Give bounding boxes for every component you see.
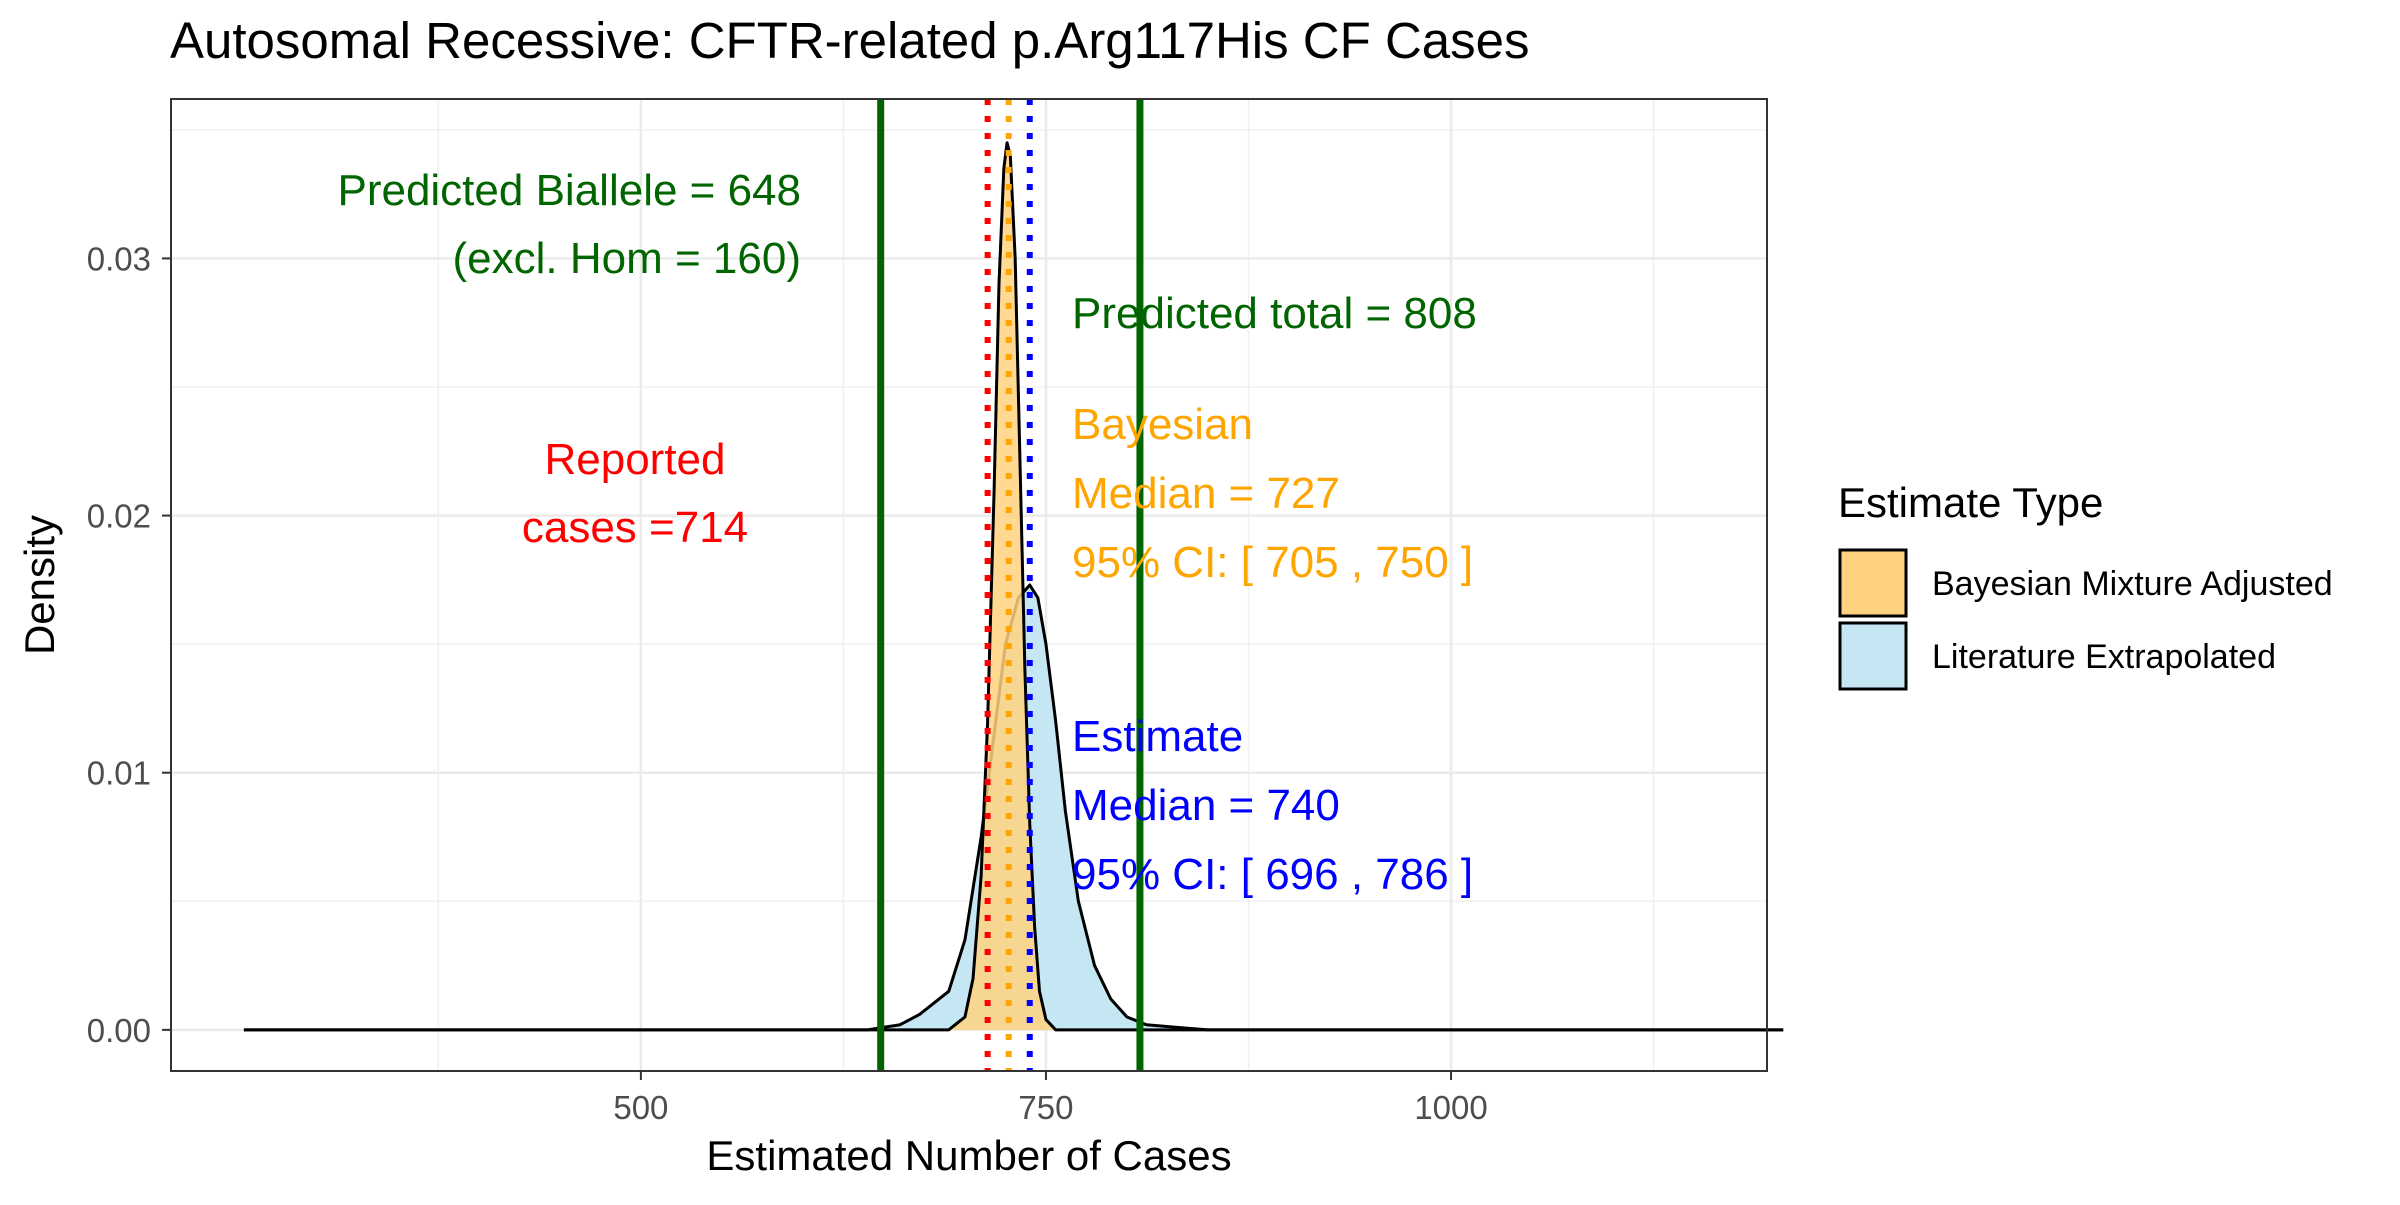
legend: Estimate Type Bayesian Mixture Adjusted L… [1838, 479, 2333, 691]
x-tick-label-0: 500 [613, 1089, 668, 1126]
annotation-4-line-1: Median = 740 [1072, 781, 1340, 830]
axis-layer: 500 750 1000 0.00 0.01 0.02 0.03 [87, 240, 1488, 1126]
annotation-3-line-2: 95% CI: [ 705 , 750 ] [1072, 538, 1473, 587]
annotation-3-line-0: Bayesian [1072, 400, 1253, 449]
x-tick-label-2: 1000 [1414, 1089, 1487, 1126]
y-tick-label-0: 0.00 [87, 1012, 151, 1049]
legend-key-1 [1838, 621, 1908, 691]
annotation-0-line-0: Predicted Biallele = 648 [337, 166, 801, 215]
annotation-2-line-1: cases =714 [522, 503, 748, 552]
annotation-2-line-0: Reported [544, 435, 725, 484]
density-outline-0 [243, 583, 1784, 1032]
y-tick-label-3: 0.03 [87, 240, 151, 277]
legend-key-0 [1838, 548, 1908, 618]
legend-title: Estimate Type [1838, 479, 2103, 526]
annotation-1-line-0: Predicted total = 808 [1072, 289, 1477, 338]
legend-label-0: Bayesian Mixture Adjusted [1932, 565, 2333, 603]
annotation-layer: Predicted Biallele = 648 (excl. Hom = 160… [337, 166, 1476, 899]
chart-title: Autosomal Recessive: CFTR-related p.Arg1… [170, 12, 1530, 69]
annotation-4-line-0: Estimate [1072, 712, 1243, 761]
y-tick-label-2: 0.02 [87, 498, 151, 535]
density-area-1 [243, 142, 1784, 1030]
series-layer [243, 141, 1784, 1032]
annotation-4-line-2: 95% CI: [ 696 , 786 ] [1072, 850, 1473, 899]
y-axis-title: Density [16, 515, 63, 655]
x-tick-label-1: 750 [1018, 1089, 1073, 1126]
legend-label-1: Literature Extrapolated [1932, 638, 2276, 676]
reference-lines-layer [877, 99, 1144, 1071]
annotation-3-line-1: Median = 727 [1072, 469, 1340, 518]
density-outline-1 [243, 141, 1784, 1032]
plot-panel-border [170, 98, 1768, 1072]
x-axis-title: Estimated Number of Cases [706, 1132, 1231, 1179]
annotation-0-line-1: (excl. Hom = 160) [453, 234, 801, 283]
y-tick-label-1: 0.01 [87, 755, 151, 792]
